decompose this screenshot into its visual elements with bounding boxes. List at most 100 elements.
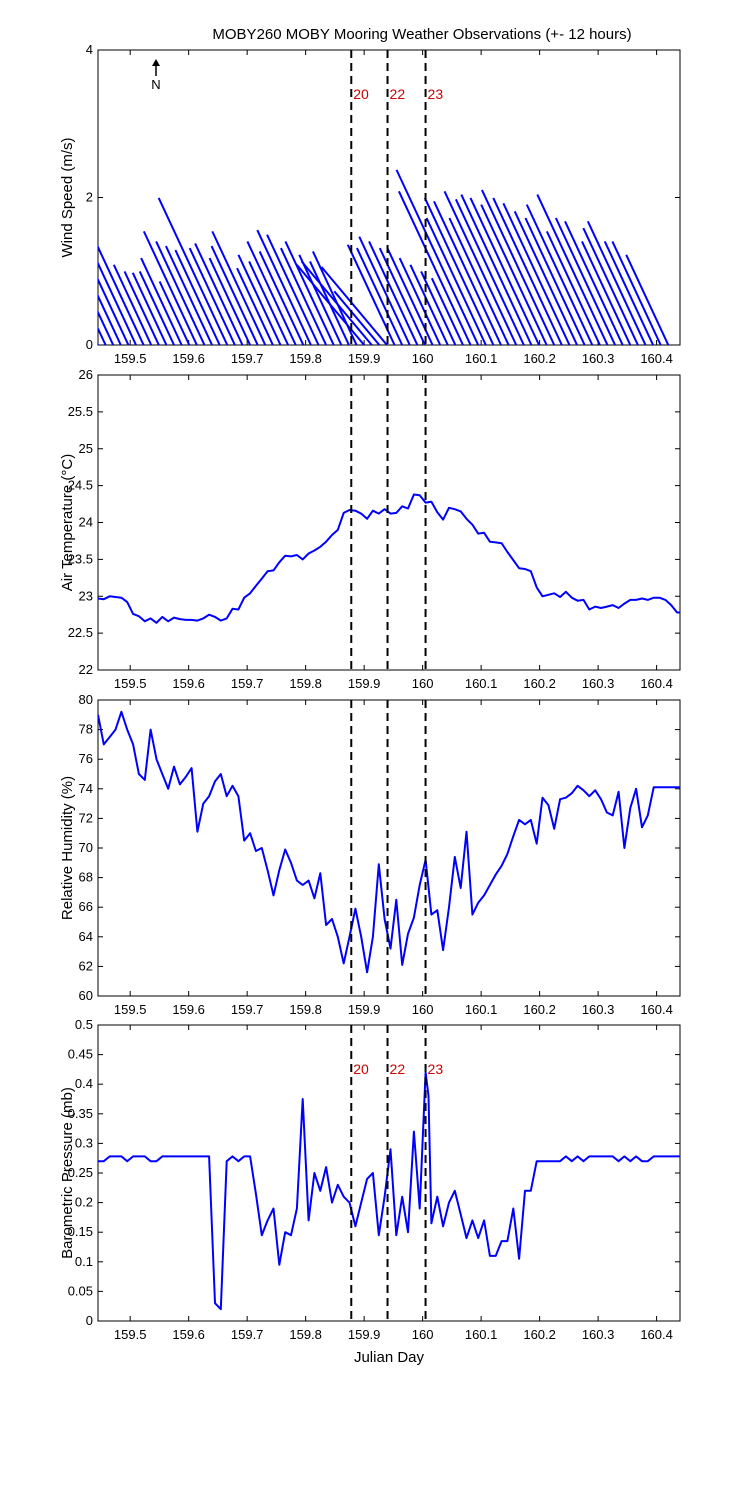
north-label: N (151, 77, 160, 92)
wind-vector (502, 202, 571, 345)
x-tick-label: 159.6 (172, 1327, 205, 1342)
y-axis-label: Wind Speed (m/s) (59, 137, 76, 257)
x-tick-label: 160.4 (640, 1002, 673, 1017)
x-tick-label: 159.8 (289, 1327, 322, 1342)
x-tick-label: 160 (412, 351, 434, 366)
panel-airtemp: 159.5 159.6 159.7 159.8 159.9 160 160.1 160.2 16… (59, 367, 681, 691)
wind-vector (158, 281, 191, 345)
wind-vector (409, 264, 449, 345)
x-tick-label: 159.9 (348, 351, 381, 366)
x-tick-label: 160.2 (523, 676, 556, 691)
y-tick-label: 23 (79, 588, 93, 603)
wind-vector (208, 257, 251, 345)
x-tick-label: 160.3 (582, 1002, 615, 1017)
wind-vector (211, 230, 267, 345)
wind-vector (236, 267, 274, 345)
y-tick-label: 0.1 (75, 1254, 93, 1269)
wind-vector (296, 264, 365, 345)
wind-vector (430, 277, 464, 345)
y-tick-label: 68 (79, 870, 93, 885)
marker-label: 23 (428, 86, 444, 102)
wind-vector (98, 261, 137, 345)
panel-pressure: 159.5 159.6 159.7 159.8 159.9 160 160.1 160.2 16… (59, 1017, 681, 1366)
marker-label: 22 (390, 86, 406, 102)
y-tick-label: 24 (79, 515, 93, 530)
wind-vector (611, 240, 662, 345)
wind-vector (284, 240, 335, 345)
y-tick-label: 64 (79, 929, 93, 944)
wind-vector (237, 254, 282, 345)
x-tick-label: 159.5 (114, 1002, 147, 1017)
y-axis-label: Relative Humidity (%) (59, 776, 76, 920)
wind-vector (423, 197, 495, 345)
wind-vector (210, 245, 259, 345)
wind-vector (480, 204, 548, 345)
wind-vector (356, 247, 404, 345)
wind-vector (333, 290, 381, 345)
x-tick-label: 160 (412, 1327, 434, 1342)
y-tick-label: 0.4 (75, 1076, 93, 1091)
series-line-humidity (98, 710, 680, 974)
wind-vector (258, 251, 305, 345)
x-tick-label: 160.1 (465, 351, 498, 366)
x-tick-label: 160.3 (582, 1327, 615, 1342)
wind-vector (454, 198, 525, 345)
x-tick-label: 159.7 (231, 351, 264, 366)
y-tick-label: 25 (79, 441, 93, 456)
x-tick-label: 159.7 (231, 1002, 264, 1017)
wind-vector (425, 217, 487, 345)
wind-vector (625, 254, 670, 345)
x-tick-label: 159.9 (348, 676, 381, 691)
x-tick-label: 159.8 (289, 351, 322, 366)
wind-vector (138, 271, 175, 345)
wind-vector (266, 234, 320, 345)
north-arrow-icon: N (151, 59, 161, 92)
y-tick-label: 25.5 (68, 404, 93, 419)
wind-vector (513, 210, 578, 345)
wind-vector (603, 240, 654, 345)
wind-vector (300, 260, 373, 345)
wind-vector (165, 245, 213, 345)
wind-vector (433, 200, 502, 345)
wind-vector (98, 310, 115, 345)
y-tick-label: 76 (79, 751, 93, 766)
wind-vector (280, 247, 328, 345)
wind-vector (448, 217, 510, 345)
panels: 159.5 159.6 159.7 159.8 159.9 160 160.1 160.2 16… (59, 42, 681, 1366)
data-layer (98, 493, 680, 624)
wind-vector (581, 240, 632, 345)
marker-label: 20 (353, 86, 369, 102)
wind-vector (123, 271, 160, 345)
y-tick-label: 62 (79, 958, 93, 973)
y-tick-label: 60 (79, 988, 93, 1003)
y-tick-label: 0.5 (75, 1017, 93, 1032)
y-tick-label: 22.5 (68, 625, 93, 640)
wind-vector (140, 257, 183, 345)
wind-vector (481, 189, 556, 345)
x-tick-label: 159.6 (172, 676, 205, 691)
x-tick-label: 160.3 (582, 676, 615, 691)
wind-vector (98, 342, 99, 345)
x-axis-label: Julian Day (354, 1349, 425, 1366)
wind-vector (298, 254, 343, 345)
x-tick-label: 160.2 (523, 351, 556, 366)
y-tick-label: 23.5 (68, 551, 93, 566)
data-layer (98, 710, 680, 974)
wind-vector (586, 220, 647, 345)
wind-vector (524, 217, 586, 345)
wind-vector (131, 272, 168, 345)
wind-vector (155, 240, 206, 345)
wind-vector (564, 220, 624, 345)
y-tick-label: 0 (86, 337, 93, 352)
panel-humidity: 159.5 159.6 159.7 159.8 159.9 160 160.1 160.2 16… (59, 692, 681, 1017)
wind-vector (358, 236, 411, 345)
y-axis-label: Barometric Pressure (mb) (59, 1087, 76, 1259)
panel-wind: 159.5 159.6 159.7 159.8 159.9 160 160.1 160.2 16… (59, 42, 681, 366)
wind-vector (460, 194, 533, 345)
x-tick-label: 160 (412, 1002, 434, 1017)
x-tick-label: 159.7 (231, 1327, 264, 1342)
y-tick-label: 72 (79, 810, 93, 825)
wind-vector (98, 326, 107, 345)
y-tick-label: 0.45 (68, 1047, 93, 1062)
